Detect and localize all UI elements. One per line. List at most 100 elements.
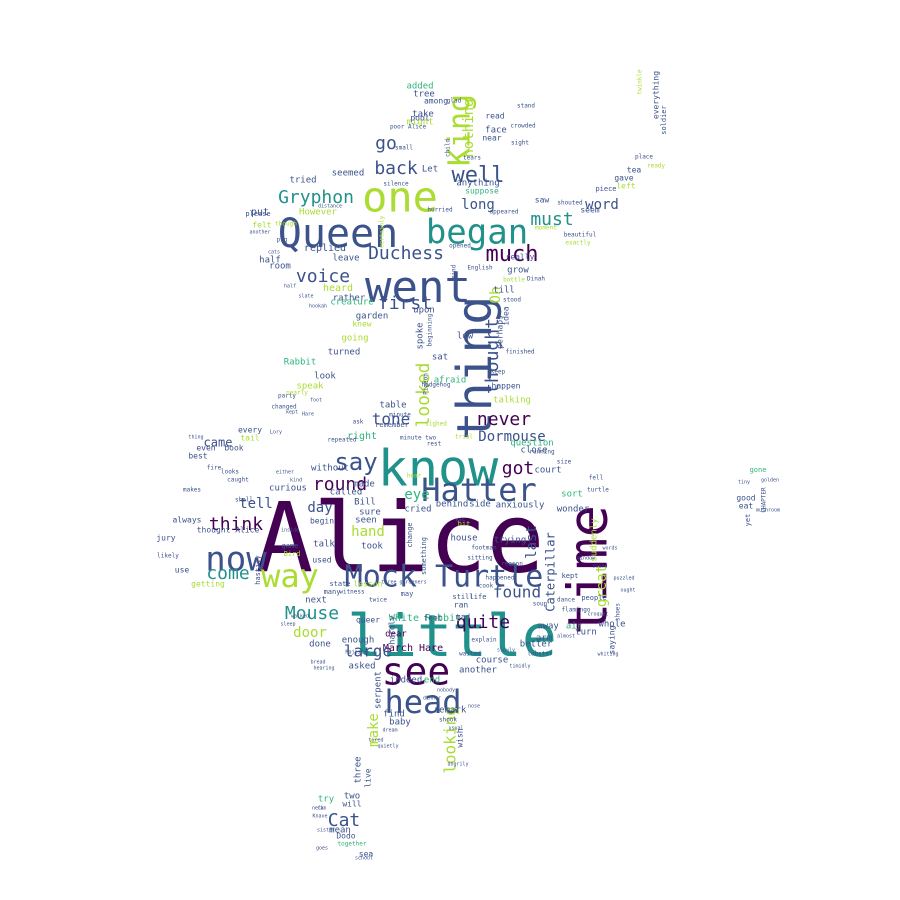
cloud-word: angrily bbox=[447, 762, 468, 768]
cloud-word: must bbox=[530, 209, 573, 230]
cloud-word: distance bbox=[318, 204, 342, 210]
cloud-word: mushroom bbox=[756, 508, 780, 514]
cloud-word: quietly bbox=[377, 744, 398, 750]
cloud-word: kept bbox=[286, 410, 298, 416]
cloud-word: moment bbox=[535, 225, 557, 232]
cloud-word: Dormouse bbox=[478, 429, 545, 445]
cloud-word: made bbox=[353, 480, 375, 490]
cloud-word: court bbox=[534, 466, 561, 476]
cloud-word: inside bbox=[281, 528, 299, 534]
cloud-word: sort bbox=[561, 490, 583, 500]
cloud-word: nearly bbox=[286, 390, 308, 397]
cloud-word: another bbox=[249, 230, 270, 236]
cloud-word: please bbox=[245, 210, 270, 218]
cloud-word: opened bbox=[449, 243, 471, 250]
cloud-word: house bbox=[450, 534, 477, 544]
cloud-word: fire bbox=[207, 465, 222, 472]
cloud-word: golden bbox=[761, 478, 779, 484]
cloud-word: tell bbox=[239, 496, 273, 512]
cloud-word: day bbox=[307, 500, 332, 516]
cloud-word: everything bbox=[652, 71, 661, 119]
cloud-word: begin bbox=[310, 517, 334, 526]
cloud-word: cried bbox=[404, 505, 431, 515]
cloud-word: sighed bbox=[425, 421, 447, 428]
cloud-word: Let bbox=[422, 165, 438, 175]
cloud-word: hearing bbox=[313, 666, 334, 672]
cloud-word: tail bbox=[240, 434, 259, 443]
cloud-word: suppose bbox=[465, 187, 499, 196]
cloud-word: whole bbox=[598, 620, 625, 630]
cloud-word: side bbox=[469, 500, 491, 510]
cloud-word: upon bbox=[413, 306, 435, 316]
cloud-word: Bird bbox=[284, 550, 301, 558]
cloud-word: ear bbox=[455, 518, 464, 524]
cloud-word: keep bbox=[491, 369, 506, 376]
cloud-word: happen bbox=[492, 382, 521, 391]
cloud-word: jury bbox=[156, 534, 175, 543]
cloud-word: queer bbox=[356, 616, 380, 625]
cloud-word: flamingo bbox=[562, 607, 591, 614]
cloud-word: caught bbox=[227, 477, 249, 484]
cloud-word: sleep bbox=[280, 622, 295, 628]
cloud-word: sure bbox=[359, 508, 381, 518]
cloud-word: may bbox=[401, 590, 414, 598]
cloud-word: something bbox=[420, 537, 428, 575]
cloud-word: tried bbox=[289, 176, 316, 186]
cloud-word: remember bbox=[375, 421, 409, 429]
cloud-word: voice bbox=[296, 266, 350, 287]
cloud-word: left bbox=[616, 182, 635, 191]
cloud-word: Mouse bbox=[285, 603, 339, 624]
cloud-word: think bbox=[209, 514, 263, 535]
cloud-word: back bbox=[374, 158, 418, 179]
cloud-word: shoes bbox=[615, 603, 622, 621]
cloud-word: door bbox=[293, 625, 327, 641]
cloud-word: puzzled bbox=[613, 576, 634, 582]
cloud-word: first bbox=[378, 293, 432, 314]
cloud-word: glad bbox=[447, 98, 462, 105]
cloud-word: gone bbox=[750, 466, 767, 474]
cloud-word: piece bbox=[595, 185, 616, 193]
cloud-word: hardly bbox=[388, 615, 397, 644]
cloud-word: curious bbox=[269, 484, 307, 494]
cloud-word: much bbox=[486, 242, 539, 267]
cloud-word: repeated bbox=[328, 437, 357, 444]
cloud-word: makes bbox=[183, 487, 201, 494]
cloud-word: twice bbox=[369, 597, 387, 604]
cloud-word: shall bbox=[235, 497, 253, 504]
cloud-word: room bbox=[269, 262, 291, 272]
cloud-word: together bbox=[338, 841, 367, 848]
cloud-word: last bbox=[524, 525, 540, 559]
cloud-word: air bbox=[566, 622, 583, 632]
cloud-word: put bbox=[251, 207, 269, 218]
cloud-word: word bbox=[585, 197, 619, 213]
cloud-word: one bbox=[362, 173, 438, 222]
cloud-word: garden bbox=[356, 312, 389, 322]
cloud-word: Knave bbox=[312, 814, 327, 820]
cloud-word: half bbox=[259, 256, 281, 266]
cloud-word: minute bbox=[389, 412, 411, 419]
cloud-word: nose bbox=[468, 704, 480, 710]
cloud-word: likely bbox=[157, 553, 179, 560]
cloud-word: found bbox=[493, 583, 541, 602]
cloud-word: bottle bbox=[503, 277, 525, 284]
cloud-word: great bbox=[594, 565, 610, 607]
cloud-word: saw bbox=[535, 196, 550, 205]
cloud-word: knew bbox=[352, 320, 371, 329]
cloud-word: hastily bbox=[254, 555, 262, 585]
cloud-word: rest bbox=[427, 441, 442, 448]
cloud-word: Hare bbox=[302, 412, 314, 418]
cloud-word: came bbox=[204, 436, 233, 450]
cloud-word: March Hare bbox=[383, 643, 443, 654]
cloud-word: well bbox=[452, 163, 505, 188]
cloud-word: enough bbox=[342, 636, 375, 646]
cloud-word: talking bbox=[493, 396, 531, 406]
cloud-word: remark bbox=[434, 706, 467, 716]
cloud-word: perhaps bbox=[496, 315, 505, 349]
cloud-word: done bbox=[309, 640, 331, 650]
cloud-word: turtle bbox=[587, 487, 609, 494]
cloud-word: seemed bbox=[332, 169, 365, 179]
cloud-word: replied bbox=[304, 243, 346, 254]
cloud-word: read bbox=[485, 112, 504, 121]
cloud-word: game bbox=[282, 542, 299, 550]
